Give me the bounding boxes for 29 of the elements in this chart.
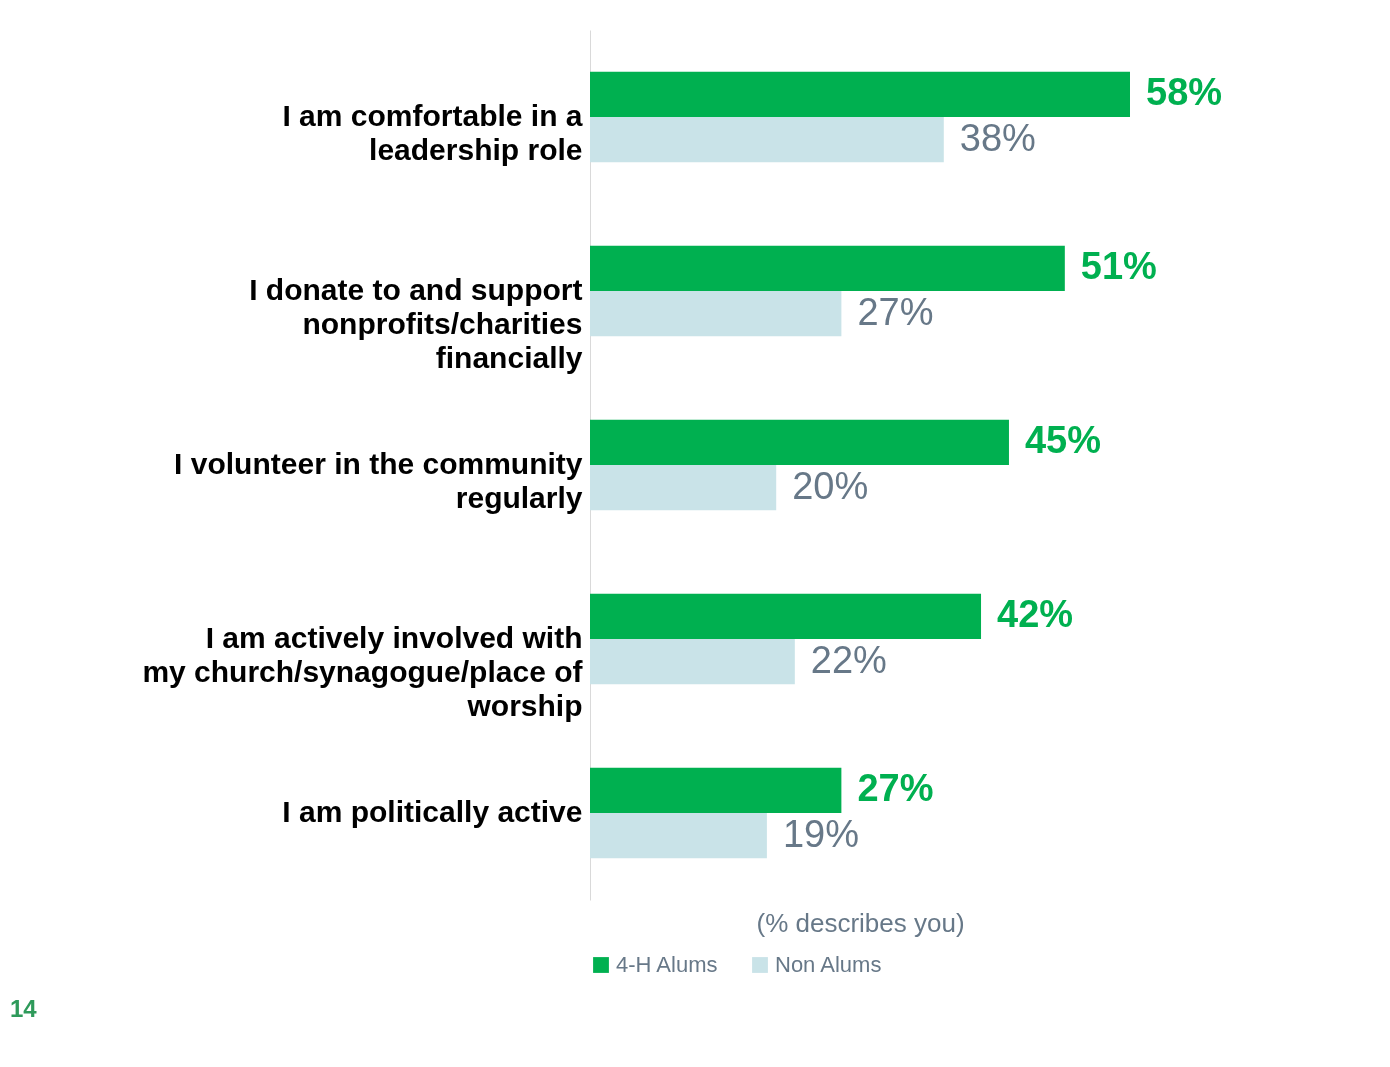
text: 14 <box>10 995 38 1022</box>
bar <box>590 465 777 511</box>
data-label: 27% <box>857 290 934 333</box>
bar <box>590 419 1009 465</box>
bar <box>590 639 795 685</box>
bar <box>590 767 842 813</box>
bar <box>590 593 982 639</box>
y-tick-label: I volunteer in the community regularly <box>174 447 583 514</box>
data-label: 42% <box>997 593 1074 636</box>
y-tick-label: I am comfortable in a leadership role <box>282 99 583 166</box>
data-label: 45% <box>1024 419 1102 462</box>
bar <box>590 245 1065 291</box>
y-tick-label: I am politically active <box>282 795 583 828</box>
y-tick-label: I am actively involved with my church/synagogue/place of worship <box>142 621 584 722</box>
bar <box>590 291 842 337</box>
y-tick-label: I donate to and support nonprofits/charities financially <box>249 273 583 374</box>
data-label: 19% <box>782 812 859 855</box>
data-label: 51% <box>1080 245 1157 288</box>
data-label: 38% <box>959 116 1036 159</box>
data-label: 58% <box>1146 71 1223 114</box>
x-axis-title: (% describes you) <box>756 907 965 938</box>
legend-label: 4-H Alums <box>616 952 718 977</box>
bar <box>590 71 1130 117</box>
data-label: 20% <box>792 464 869 507</box>
bar <box>590 813 767 859</box>
legend-label: Non Alums <box>775 952 882 977</box>
bar <box>590 117 944 163</box>
data-label: 22% <box>810 638 887 681</box>
data-label: 27% <box>857 767 934 810</box>
